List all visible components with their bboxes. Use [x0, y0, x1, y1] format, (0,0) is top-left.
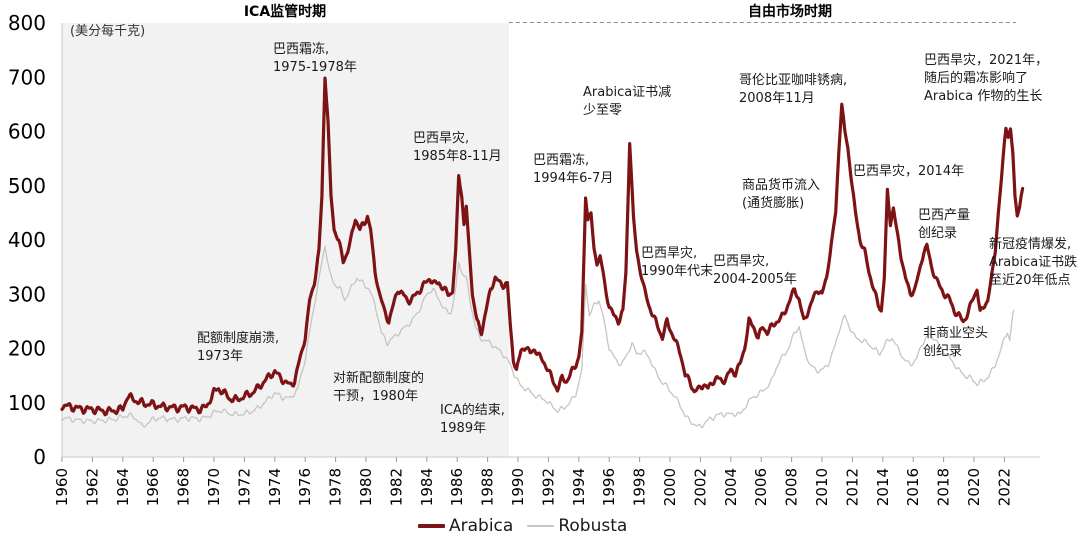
legend-item-robusta: Robusta: [527, 516, 627, 536]
x-tick-label: 1962: [83, 468, 101, 506]
annotation-brazil-drought-1990s: 巴西旱灾, 1990年代末: [641, 246, 714, 279]
x-tick-label: 1976: [296, 468, 314, 506]
annotation-brazil-frost-1975: 巴西霜冻, 1975-1978年: [273, 42, 357, 75]
ica-period-shading: [62, 23, 509, 457]
y-tick-label: 600: [8, 120, 46, 144]
legend-label-arabica: Arabica: [449, 516, 514, 536]
x-tick-label: 1960: [53, 468, 71, 506]
period-title-free-market: 自由市场时期: [748, 4, 832, 20]
robusta-line-swatch: [527, 525, 555, 527]
x-tick-label: 2002: [691, 468, 709, 506]
x-tick-label: 2016: [904, 468, 922, 506]
annotation-arabica-certs-zero: Arabica证书减 少至零: [583, 85, 672, 118]
x-tick-label: 1966: [144, 468, 162, 506]
annotation-ica-end: ICA的结束, 1989年: [440, 403, 505, 436]
x-tick-label: 1988: [479, 468, 497, 506]
legend: Arabica Robusta: [418, 516, 627, 536]
x-tick-label: 2022: [995, 468, 1013, 506]
x-tick-label: 2006: [752, 468, 770, 506]
x-tick-label: 1972: [235, 468, 253, 506]
legend-item-arabica: Arabica: [418, 516, 513, 536]
y-tick-label: 400: [8, 228, 46, 252]
x-tick-label: 1970: [205, 468, 223, 506]
y-tick-label: 500: [8, 174, 46, 198]
x-tick-label: 1978: [327, 468, 345, 506]
legend-label-robusta: Robusta: [558, 516, 628, 536]
annotation-brazil-frost-1994: 巴西霜冻, 1994年6-7月: [533, 153, 614, 186]
annotation-brazil-drought-2014: 巴西旱灾，2014年: [853, 164, 965, 179]
x-tick-label: 1990: [509, 468, 527, 506]
y-tick-label: 700: [8, 65, 46, 89]
x-tick-label: 2000: [661, 468, 679, 506]
period-title-ica: ICA监管时期: [243, 4, 327, 20]
annotation-noncommercial-shorts: 非商业空头 创纪录: [923, 326, 989, 359]
x-tick-label: 1996: [600, 468, 618, 506]
x-tick-label: 2014: [874, 468, 892, 506]
arabica-line-swatch: [418, 524, 445, 528]
y-tick-label: 300: [8, 282, 46, 306]
annotation-commodity-inflow: 商品货币流入 (通货膨胀): [742, 178, 821, 211]
y-tick-label: 100: [8, 391, 46, 415]
x-tick-label: 1992: [539, 468, 557, 506]
y-tick-label: 800: [8, 11, 46, 35]
annotation-new-quota-intervention: 对新配额制度的 干预，1980年: [333, 371, 425, 404]
annotation-brazil-record-output: 巴西产量 创纪录: [918, 208, 971, 241]
y-axis-unit-label: (美分每千克): [70, 24, 146, 39]
annotation-quota-collapse: 配额制度崩溃, 1973年: [197, 331, 280, 364]
x-tick-label: 1980: [357, 468, 375, 506]
x-tick-label: 1998: [631, 468, 649, 506]
annotation-brazil-drought-2021: 巴西旱灾，2021年， 随后的霜冻影响了 Arabica 作物的生长: [924, 53, 1049, 104]
x-tick-label: 2012: [843, 468, 861, 506]
x-tick-label: 1974: [266, 468, 284, 506]
annotation-covid-outbreak: 新冠疫情爆发, Arabica证书跌 至近20年低点: [989, 237, 1078, 288]
x-tick-label: 1982: [387, 468, 405, 506]
annotation-colombia-rust-2008: 哥伦比亚咖啡锈病, 2008年11月: [739, 73, 848, 106]
x-tick-label: 2010: [813, 468, 831, 506]
x-tick-label: 1984: [418, 468, 436, 506]
x-tick-label: 2008: [783, 468, 801, 506]
x-tick-label: 1994: [570, 468, 588, 506]
x-tick-label: 1986: [448, 468, 466, 506]
arabica-line: [60, 76, 1025, 417]
x-tick-label: 2004: [722, 468, 740, 506]
annotation-brazil-drought-2004: 巴西旱灾, 2004-2005年: [713, 254, 797, 287]
x-tick-label: 1968: [175, 468, 193, 506]
x-tick-label: 1964: [114, 468, 132, 506]
annotation-brazil-drought-1985: 巴西旱灾, 1985年8-11月: [413, 131, 502, 164]
y-tick-label: 200: [8, 337, 46, 361]
robusta-line: [61, 245, 1015, 429]
x-tick-label: 2018: [935, 468, 953, 506]
x-tick-label: 2020: [965, 468, 983, 506]
y-tick-label: 0: [33, 445, 46, 469]
